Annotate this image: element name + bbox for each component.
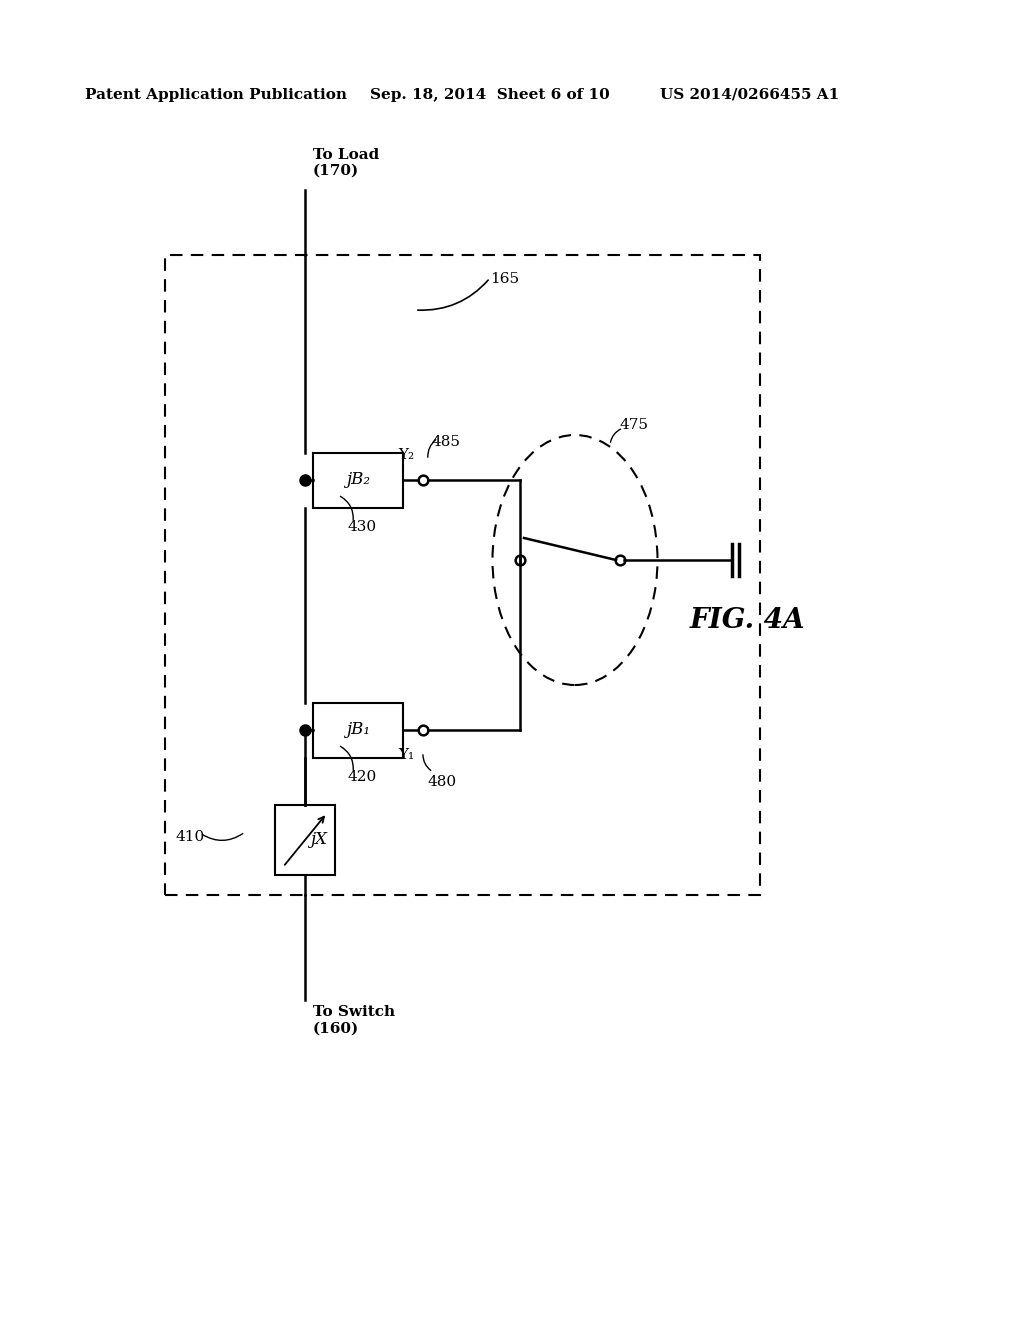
Text: 420: 420 (348, 770, 377, 784)
Text: jB₂: jB₂ (346, 471, 370, 488)
Text: Y₂: Y₂ (398, 447, 414, 462)
Bar (165, 255, 760, 895)
Bar (313, 702, 403, 758)
Text: 480: 480 (428, 775, 457, 789)
Text: jX: jX (310, 832, 327, 849)
Text: Y₁: Y₁ (398, 748, 414, 762)
Bar (313, 453, 403, 507)
Text: To Load
(170): To Load (170) (313, 148, 379, 178)
Text: Sep. 18, 2014  Sheet 6 of 10: Sep. 18, 2014 Sheet 6 of 10 (370, 88, 609, 102)
Text: To Switch
(160): To Switch (160) (313, 1005, 395, 1035)
Text: FIG. 4A: FIG. 4A (690, 606, 806, 634)
Text: Patent Application Publication: Patent Application Publication (85, 88, 347, 102)
Text: 165: 165 (490, 272, 519, 286)
Text: 475: 475 (620, 418, 649, 432)
Text: jB₁: jB₁ (346, 722, 370, 738)
Text: US 2014/0266455 A1: US 2014/0266455 A1 (660, 88, 840, 102)
Bar (275, 805, 335, 875)
Text: 430: 430 (348, 520, 377, 535)
Text: 485: 485 (431, 436, 460, 449)
Text: 410: 410 (176, 830, 205, 843)
